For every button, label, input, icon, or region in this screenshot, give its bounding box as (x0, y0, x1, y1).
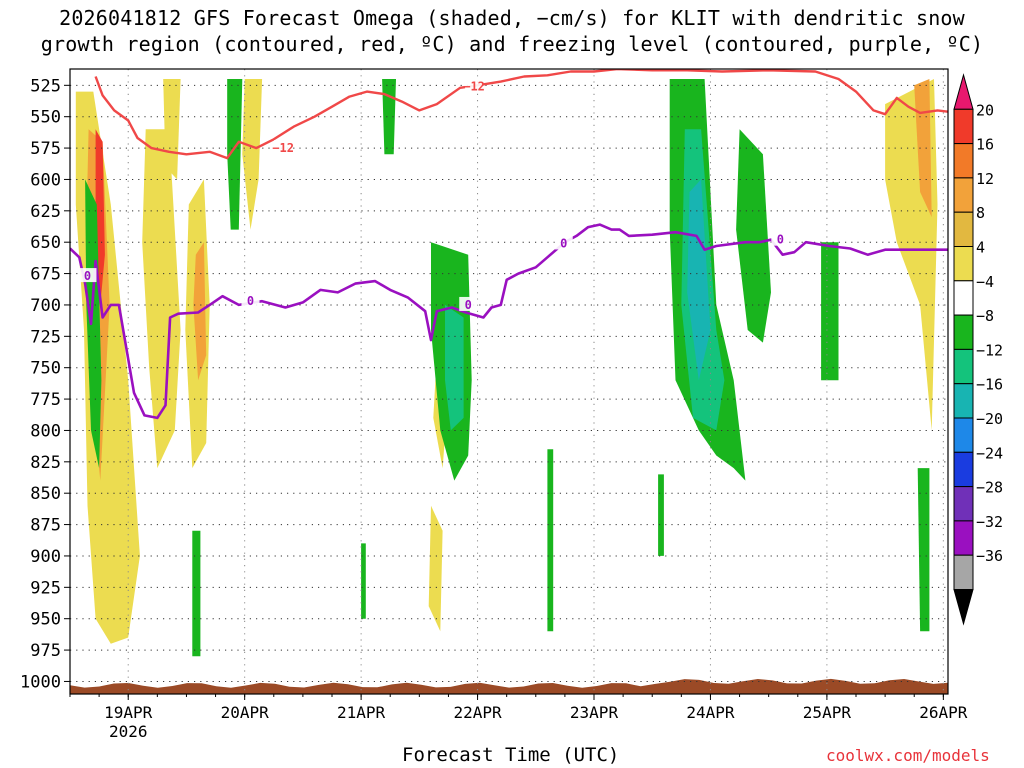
colorbar-segment (953, 486, 974, 522)
omega-region-g8 (687, 179, 711, 381)
freezing-contour-label-bg (459, 296, 478, 311)
colorbar-label: 16 (976, 136, 994, 154)
colorbar-label: −28 (976, 479, 1003, 497)
chart-title-line-1: 2026041812 GFS Forecast Omega (shaded, −… (59, 6, 965, 30)
y-tick-label: 900 (30, 547, 61, 567)
omega-region-w6 (163, 79, 181, 180)
y-tick-label: 825 (30, 453, 61, 473)
omega-region-g5 (445, 304, 464, 431)
x-tick-label: 20APR (221, 703, 270, 722)
plot-frame (69, 68, 949, 695)
omega-region-w12 (914, 79, 932, 218)
freezing-contour-label-bg (78, 268, 97, 283)
omega-region-g9 (736, 129, 771, 343)
y-tick-label: 750 (30, 359, 61, 379)
y-tick-label: 725 (30, 327, 61, 347)
freezing-level-contour (70, 223, 948, 420)
colorbar-segment (953, 383, 974, 419)
colorbar-segment (953, 314, 974, 350)
y-tick-label: 675 (30, 265, 61, 285)
colorbar-segment (953, 177, 974, 213)
colorbar-label: −16 (976, 376, 1003, 394)
dgz-contour-label-bg (274, 140, 293, 155)
y-tick-label: 775 (30, 390, 61, 410)
credit-text: coolwx.com/models (826, 746, 990, 765)
omega-region-w10 (428, 505, 443, 632)
x-axis-label: Forecast Time (UTC) (402, 744, 620, 766)
y-tick-label: 525 (30, 76, 61, 96)
x-tick-label: 24APR (686, 703, 735, 722)
x-tick-label: 26APR (919, 703, 968, 722)
omega-region-w4 (142, 129, 181, 469)
omega-region-w5 (242, 79, 263, 230)
colorbar-segment (953, 520, 974, 556)
freezing-contour-label-bg (241, 293, 260, 308)
y-tick-label: 925 (30, 578, 61, 598)
colorbar-segment (953, 417, 974, 453)
colorbar-segment-bottom-arrow (953, 589, 974, 626)
colorbar-label: 20 (976, 101, 994, 119)
dgz-minus12-contour (94, 69, 948, 160)
y-tick-label: 850 (30, 484, 61, 504)
omega-region-g12 (192, 530, 201, 657)
freezing-contour-label: 0 (247, 294, 254, 308)
colorbar-label: −4 (976, 273, 994, 291)
y-tick-label: 650 (30, 233, 61, 253)
freezing-contour-label: 0 (777, 233, 784, 247)
colorbar-label: 4 (976, 239, 985, 257)
dgz-contour-label-bg (465, 78, 484, 93)
colorbar-label: −8 (976, 307, 994, 325)
omega-region-g14 (547, 449, 554, 632)
y-tick-label: 600 (30, 170, 61, 190)
y-tick-label: 800 (30, 421, 61, 441)
omega-region-g1 (85, 179, 102, 469)
colorbar-label: −24 (976, 444, 1003, 462)
omega-region-g15 (658, 474, 664, 556)
chart-title-line-2: growth region (contoured, red, ºC) and f… (40, 32, 984, 56)
colorbar-segment-top-arrow (953, 73, 974, 110)
y-tick-label: 1000 (20, 672, 61, 692)
ground-surface (70, 678, 948, 694)
y-tick-label: 575 (30, 139, 61, 159)
dgz-contour-label: −12 (463, 80, 485, 94)
x-tick-label: 23APR (570, 703, 619, 722)
colorbar-label: 12 (976, 170, 994, 188)
y-tick-label: 700 (30, 296, 61, 316)
freezing-contour-label-bg (554, 235, 573, 250)
omega-region-g13 (361, 543, 366, 619)
y-tick-label: 950 (30, 610, 61, 630)
colorbar-label: −20 (976, 410, 1003, 428)
freezing-contour-label-bg (771, 231, 790, 246)
omega-region-g3 (382, 79, 396, 155)
freezing-contour-label: 0 (560, 236, 567, 250)
x-tick-label: 22APR (453, 703, 502, 722)
colorbar-segment (953, 554, 974, 591)
colorbar-segment (953, 143, 974, 179)
freezing-contour-label: 0 (84, 269, 91, 283)
colorbar-label: −36 (976, 547, 1003, 565)
freezing-contour-label: 0 (465, 298, 472, 312)
omega-cross-section-chart: −12 −12 0 0 0 0 0 525 550 575 600 625 650 675 700 725 7… (20, 68, 1003, 741)
colorbar-segment (953, 108, 974, 145)
colorbar-segment (953, 348, 974, 385)
x-tick-label: 21APR (337, 703, 386, 722)
colorbar-label: −12 (976, 341, 1003, 359)
omega-region-g10 (821, 242, 839, 381)
colorbar-segment (953, 451, 974, 488)
colorbar-label: 8 (976, 204, 985, 222)
y-tick-label: 625 (30, 202, 61, 222)
x-tick-label: 25APR (803, 703, 852, 722)
omega-region-g11 (917, 468, 930, 632)
y-tick-label: 975 (30, 641, 61, 661)
colorbar-segment (953, 246, 974, 282)
y-tick-label: 550 (30, 108, 61, 128)
colorbar-segment (953, 280, 974, 316)
x-year-label: 2026 (109, 722, 148, 741)
y-tick-label: 875 (30, 516, 61, 536)
dgz-contour-label: −12 (272, 141, 294, 155)
x-tick-label: 19APR (104, 703, 153, 722)
colorbar-label: −32 (976, 513, 1003, 531)
colorbar-segment (953, 211, 974, 247)
